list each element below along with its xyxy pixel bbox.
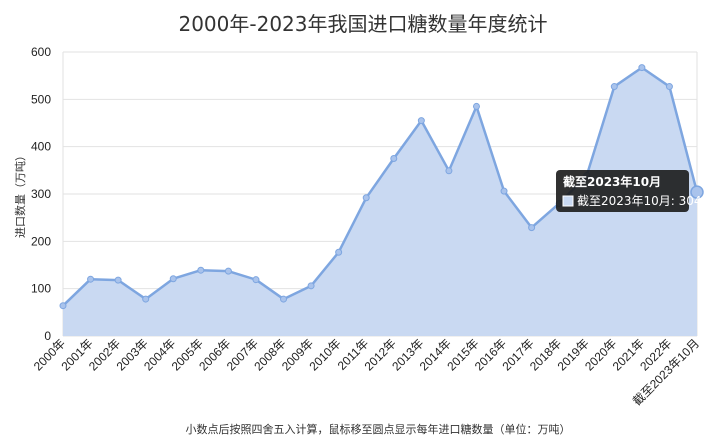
y-tick-label: 100 [31, 282, 51, 296]
y-tick-label: 400 [31, 140, 51, 154]
tooltip: 截至2023年10月 截至2023年10月: 304 [556, 170, 702, 212]
data-point-active[interactable] [690, 185, 704, 199]
series-line [62, 66, 699, 307]
data-point[interactable] [445, 167, 453, 175]
x-axis-ticks: 2000年2001年2002年2003年2004年2005年2006年2007年… [31, 336, 702, 408]
data-point[interactable] [224, 267, 232, 275]
chart-title: 2000年-2023年我国进口糖数量年度统计 [178, 12, 547, 36]
y-tick-label: 200 [31, 234, 51, 248]
data-point[interactable] [335, 248, 343, 256]
tooltip-title: 截至2023年10月 [563, 174, 661, 189]
footnote: 小数点后按照四舍五入计算，鼠标移至圆点显示每年进口糖数量（单位：万吨） [186, 422, 571, 436]
data-point[interactable] [252, 276, 260, 284]
area-series [62, 66, 699, 337]
y-tick-label: 600 [31, 45, 51, 59]
data-point[interactable] [87, 275, 95, 283]
y-axis-label: 进口数量（万吨） [14, 150, 27, 238]
data-point[interactable] [59, 302, 67, 310]
data-point[interactable] [362, 194, 370, 202]
data-points[interactable] [59, 64, 704, 310]
data-point[interactable] [307, 282, 315, 290]
data-point[interactable] [500, 187, 508, 195]
y-axis-ticks: 0 100 200 300 400 500 600 [31, 45, 51, 343]
data-point[interactable] [472, 102, 480, 110]
data-point[interactable] [390, 155, 398, 162]
tooltip-swatch [562, 195, 574, 207]
y-tick-label: 300 [31, 187, 51, 201]
data-point[interactable] [280, 295, 288, 303]
x-tick-label: 2010年 [307, 336, 344, 373]
data-point[interactable] [417, 117, 425, 125]
data-point[interactable] [528, 224, 536, 232]
data-point[interactable] [638, 64, 646, 72]
data-point[interactable] [169, 275, 177, 283]
data-point[interactable] [665, 83, 673, 91]
data-point[interactable] [114, 276, 122, 284]
data-point[interactable] [142, 295, 150, 303]
tooltip-box [556, 170, 689, 212]
tooltip-label: 截至2023年10月: 304 [577, 194, 702, 208]
y-tick-label: 500 [31, 92, 51, 106]
area-fill [63, 67, 697, 337]
data-point[interactable] [610, 83, 618, 91]
data-point[interactable] [197, 266, 205, 274]
y-tick-label: 0 [44, 329, 51, 343]
